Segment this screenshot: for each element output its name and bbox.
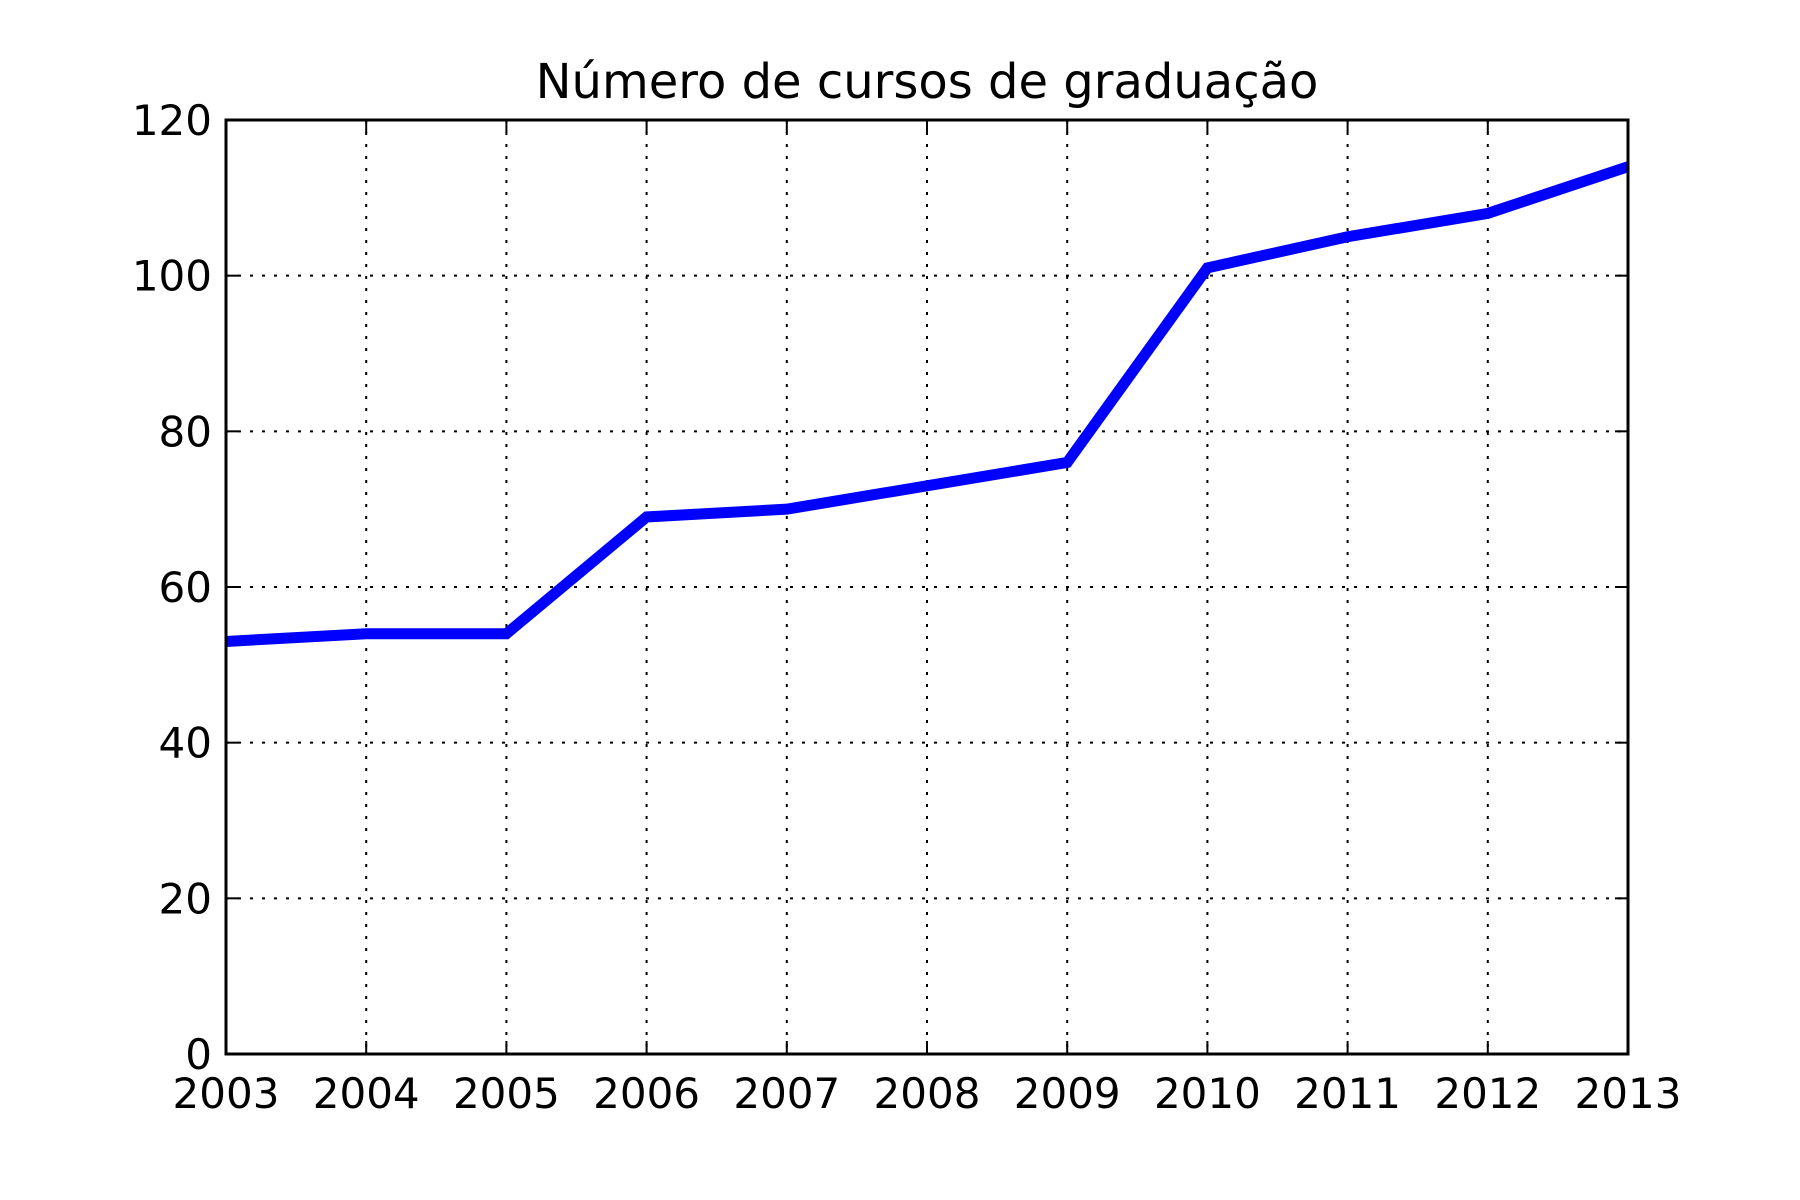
y-tick-label: 20 xyxy=(159,874,212,923)
x-tick-label: 2007 xyxy=(733,1069,840,1118)
x-tick-label: 2009 xyxy=(1014,1069,1121,1118)
x-tick-label: 2006 xyxy=(593,1069,700,1118)
series-layer xyxy=(225,161,1630,647)
x-tick-label: 2003 xyxy=(173,1069,280,1118)
x-tick-label: 2012 xyxy=(1434,1069,1541,1118)
x-tick-label: 2004 xyxy=(313,1069,420,1118)
y-tick-label: 60 xyxy=(159,563,212,612)
series-line xyxy=(225,161,1630,647)
tick-layer: 2003 2004 2005 2006 2007 2008 2009 2010 2011 2012… xyxy=(132,96,1682,1118)
chart-title: Número de cursos de graduação xyxy=(536,54,1319,110)
y-tick-label: 120 xyxy=(132,96,212,145)
y-tick-label: 80 xyxy=(159,407,212,456)
x-tick-label: 2008 xyxy=(874,1069,981,1118)
x-tick-label: 2010 xyxy=(1154,1069,1261,1118)
y-tick-label: 40 xyxy=(159,719,212,768)
x-tick-label: 2011 xyxy=(1294,1069,1401,1118)
y-tick-label: 0 xyxy=(185,1030,212,1079)
grid-layer xyxy=(226,120,1628,1054)
x-tick-label: 2005 xyxy=(453,1069,560,1118)
y-tick-label: 100 xyxy=(132,252,212,301)
x-tick-label: 2013 xyxy=(1575,1069,1682,1118)
